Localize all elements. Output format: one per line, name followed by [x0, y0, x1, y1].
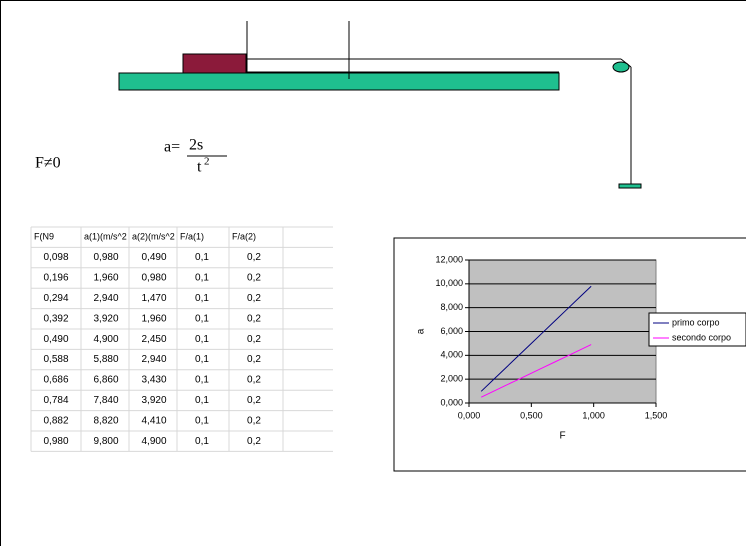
table-cell: 4,900: [141, 436, 166, 447]
table-header: a(2)(m/s^2: [132, 232, 175, 242]
table-header: a(1)(m/s^2: [84, 232, 127, 242]
table-cell: 2,450: [141, 334, 166, 345]
apparatus-diagram: [118, 21, 642, 189]
table-cell: 0,1: [195, 334, 209, 345]
x-tick-label: 0,000: [458, 410, 481, 420]
legend-label: primo corpo: [672, 317, 720, 327]
y-tick-label: 4,000: [440, 350, 463, 360]
table-cell: 0,784: [43, 395, 68, 406]
formula-numerator: 2s: [189, 137, 203, 154]
y-tick-label: 12,000: [435, 254, 463, 264]
table-cell: 2,940: [93, 293, 118, 304]
legend-label: secondo corpo: [672, 332, 731, 342]
series-line: [480, 285, 592, 392]
block: [182, 53, 247, 74]
data-table: F(N9 a(1)(m/s^2 a(2)(m/s^2 F/a(1) F/a(2) 0,09…: [30, 226, 333, 452]
table-cell: 0,980: [141, 273, 166, 284]
x-tick-label: 1,500: [645, 410, 668, 420]
x-tick-label: 0,500: [520, 410, 543, 420]
table-cell: 3,920: [93, 313, 118, 324]
table-cell: 2,940: [141, 354, 166, 365]
table-cell: 0,392: [43, 313, 68, 324]
table-cell: 0,2: [247, 395, 261, 406]
table-cell: 3,430: [141, 375, 166, 386]
table-cell: 0,1: [195, 354, 209, 365]
table-header: F/a(2): [232, 232, 256, 242]
table-cell: 0,1: [195, 436, 209, 447]
chart: 0,000 2,000 4,000 6,000 8,000 10,000 12,000 0,0…: [393, 237, 746, 472]
table-cell: 0,2: [247, 252, 261, 263]
table-cell: 0,1: [195, 395, 209, 406]
table-cell: 0,1: [195, 252, 209, 263]
y-tick-label: 0,000: [440, 397, 463, 407]
y-tick-label: 2,000: [440, 374, 463, 384]
table-cell: 3,920: [141, 395, 166, 406]
hanging-mass: [618, 183, 642, 189]
table-cell: 0,1: [195, 313, 209, 324]
table-cell: 1,960: [93, 273, 118, 284]
table-cell: 0,2: [247, 334, 261, 345]
x-axis-label: F: [559, 431, 565, 442]
table-cell: 0,882: [43, 415, 68, 426]
table-cell: 0,980: [43, 436, 68, 447]
table-cell: 0,1: [195, 293, 209, 304]
table-cell: 0,1: [195, 415, 209, 426]
table-cell: 4,410: [141, 415, 166, 426]
pulley: [612, 61, 630, 73]
table-cell: 1,960: [141, 313, 166, 324]
table-cell: 0,980: [93, 252, 118, 263]
table-cell: 0,2: [247, 293, 261, 304]
x-tick-label: 1,000: [582, 410, 605, 420]
table-cell: 9,800: [93, 436, 118, 447]
table-cell: 0,2: [247, 436, 261, 447]
series-line: [481, 344, 592, 398]
table-cell: 8,820: [93, 415, 118, 426]
y-tick-label: 8,000: [440, 302, 463, 312]
formula-exponent: 2: [204, 156, 210, 168]
track: [118, 72, 560, 91]
table-cell: 0,294: [43, 293, 68, 304]
legend: [648, 312, 746, 347]
table-cell: 5,880: [93, 354, 118, 365]
condition: F≠0: [35, 155, 61, 172]
table-cell: 0,2: [247, 415, 261, 426]
table-cell: 0,1: [195, 273, 209, 284]
y-axis-label: a: [416, 328, 427, 334]
table-cell: 0,196: [43, 273, 68, 284]
table-cell: 0,2: [247, 273, 261, 284]
y-tick-label: 10,000: [435, 278, 463, 288]
table-header: F/a(1): [180, 232, 204, 242]
table-header: F(N9: [34, 232, 54, 242]
table-cell: 0,588: [43, 354, 68, 365]
formula-denominator: t: [197, 159, 202, 176]
table-cell: 0,2: [247, 354, 261, 365]
table-cell: 6,860: [93, 375, 118, 386]
formula-lhs: a=: [164, 139, 180, 156]
table-cell: 0,098: [43, 252, 68, 263]
table-cell: 0,1: [195, 375, 209, 386]
table-cell: 0,2: [247, 375, 261, 386]
table-cell: 0,2: [247, 313, 261, 324]
table-cell: 0,490: [43, 334, 68, 345]
table-cell: 4,900: [93, 334, 118, 345]
table-cell: 0,686: [43, 375, 68, 386]
y-tick-label: 6,000: [440, 326, 463, 336]
table-cell: 0,490: [141, 252, 166, 263]
table-cell: 7,840: [93, 395, 118, 406]
table-cell: 1,470: [141, 293, 166, 304]
